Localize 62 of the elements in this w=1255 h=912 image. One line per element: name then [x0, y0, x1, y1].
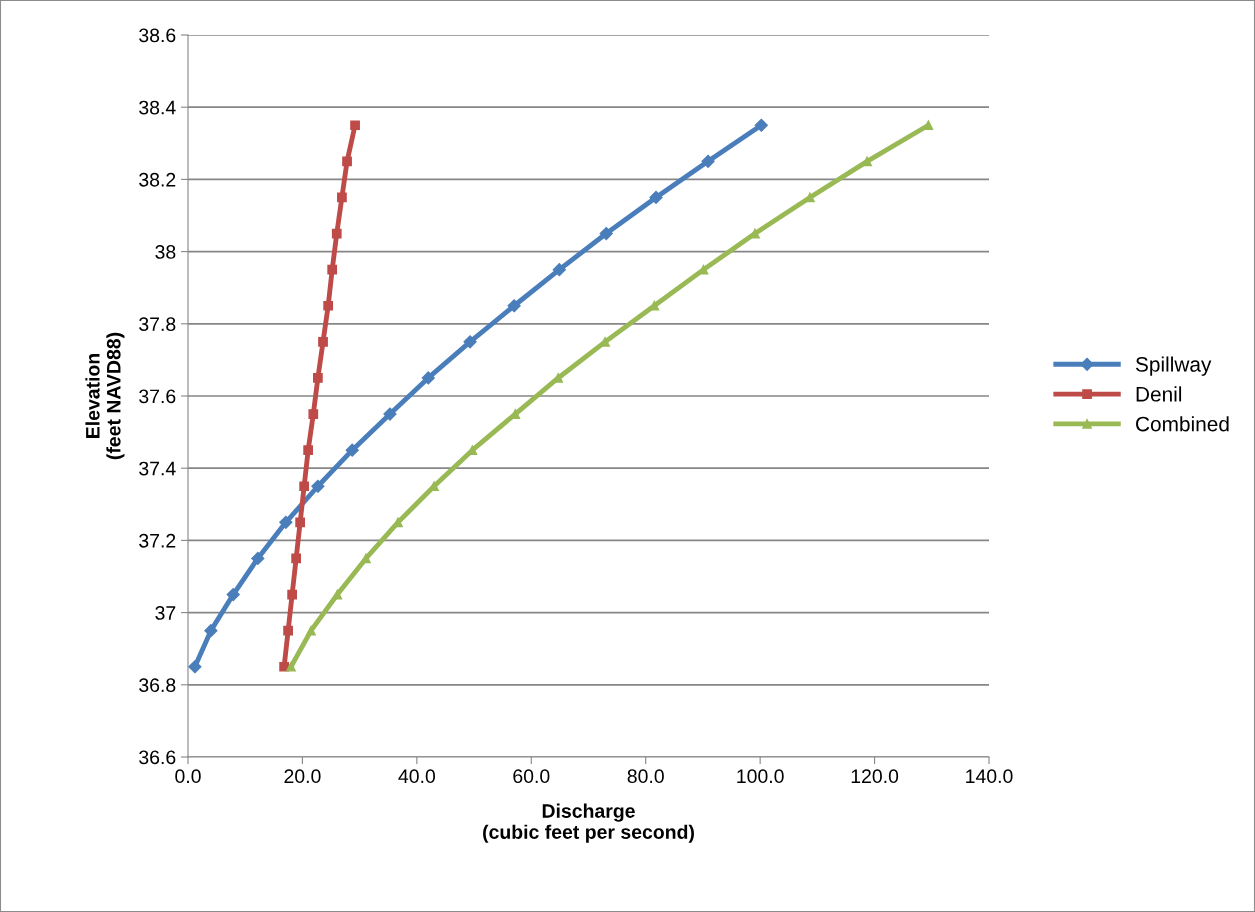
y-axis-title: Elevation (feet NAVD88) — [85, 332, 125, 460]
point — [299, 481, 310, 492]
y-tick-label: 38.4 — [139, 100, 176, 115]
point — [327, 264, 338, 275]
point — [649, 190, 663, 205]
point — [805, 192, 815, 203]
point — [226, 587, 240, 602]
x-tick-label: 60.0 — [513, 769, 550, 784]
y-tick-label: 38 — [155, 245, 176, 259]
point — [750, 228, 760, 239]
x-axis-title: Discharge (cubic feet per second) — [483, 803, 694, 843]
point — [311, 479, 325, 493]
point — [279, 515, 293, 529]
y-tick-label: 36.8 — [139, 678, 176, 693]
x-tick-label: 40.0 — [398, 769, 436, 784]
point — [313, 373, 323, 383]
point — [552, 263, 566, 277]
point — [361, 553, 371, 564]
point — [204, 624, 218, 638]
y-tick-label: 37.4 — [139, 461, 176, 476]
point — [463, 335, 477, 349]
x-tick-label: 80.0 — [627, 769, 664, 784]
y-tick-label: 37.2 — [139, 533, 176, 548]
x-tick-label: 0.0 — [175, 769, 201, 784]
point — [507, 299, 521, 313]
legend-label: Spillway — [1135, 356, 1212, 376]
y-tick-label: 37.8 — [139, 317, 176, 332]
point — [337, 192, 347, 203]
point — [862, 156, 872, 167]
point — [331, 228, 342, 239]
point — [251, 551, 265, 566]
point — [306, 625, 316, 636]
point — [188, 660, 202, 674]
point — [279, 661, 289, 672]
point — [295, 517, 306, 528]
legend-label: Denil — [1136, 386, 1182, 402]
point — [283, 625, 293, 636]
x-tick-label: 120.0 — [851, 769, 899, 784]
point — [754, 118, 768, 132]
point — [599, 226, 613, 241]
y-tick-label: 38.2 — [139, 172, 176, 187]
y-tick-label: 36.6 — [139, 750, 176, 765]
y-tick-label: 37 — [155, 606, 176, 620]
x-tick-label: 140.0 — [966, 769, 1013, 784]
point — [318, 336, 328, 347]
point — [308, 409, 319, 419]
y-tick-label: 38.6 — [139, 28, 176, 43]
point — [342, 156, 352, 167]
point — [303, 445, 314, 456]
point — [286, 661, 296, 672]
point — [383, 407, 397, 421]
point — [421, 371, 435, 385]
point — [701, 154, 715, 168]
point — [350, 120, 360, 131]
legend-label: Combined — [1136, 416, 1229, 432]
y-tick-label: 37.6 — [139, 389, 176, 404]
point — [287, 589, 297, 600]
point — [291, 553, 301, 564]
x-tick-label: 100.0 — [737, 769, 784, 784]
point — [323, 300, 334, 311]
point — [345, 443, 359, 457]
x-tick-label: 20.0 — [284, 769, 321, 784]
